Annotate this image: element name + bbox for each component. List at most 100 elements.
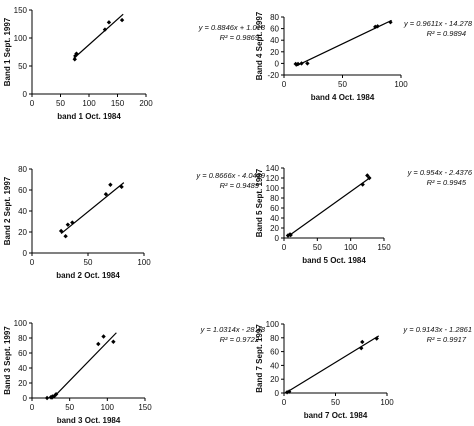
y-tick-label: 100: [14, 34, 28, 43]
scatter-panel-3: 0 50 100 0 20 40 60 80 band 2 Oct. 1984 Band 2 Se…: [3, 165, 266, 280]
data-point: [72, 57, 77, 62]
x-tick-label: 50: [338, 80, 347, 89]
x-tick-label: 50: [313, 243, 322, 252]
r-squared-value: R² = 0.9917: [427, 335, 467, 344]
data-point: [101, 334, 106, 339]
y-tick-label: 60: [270, 348, 279, 357]
data-point: [286, 389, 292, 394]
y-tick-label: 80: [270, 334, 279, 343]
regression-equation: y = 0.9611x - 14.278: [403, 19, 473, 28]
x-tick-label: 50: [56, 99, 65, 108]
r-squared-value: R² = 0.9722: [220, 335, 260, 344]
x-axis-label: band 2 Oct. 1984: [56, 271, 120, 280]
x-tick-label: 100: [137, 258, 151, 267]
trend-line: [73, 13, 124, 59]
y-tick-label: 20: [270, 375, 279, 384]
r-squared-value: R² = 0.9869: [220, 33, 260, 42]
data-point: [65, 222, 71, 227]
y-tick-label: 0: [275, 59, 280, 68]
y-tick-label: 40: [270, 361, 279, 370]
y-tick-label: 20: [270, 48, 279, 57]
y-tick-label: 80: [18, 334, 27, 343]
x-tick-label: 50: [331, 398, 340, 407]
y-tick-label: 100: [14, 319, 28, 328]
data-point: [305, 61, 310, 66]
x-tick-label: 0: [282, 398, 287, 407]
data-point: [102, 27, 108, 32]
data-point: [103, 192, 109, 197]
scatter-panel-5: 0 50 100 150 0 20 40 60 80 100 band 3 Oct. 1984 Ban…: [3, 319, 266, 425]
data-point: [375, 24, 380, 29]
x-tick-label: 0: [30, 99, 35, 108]
y-axis-label: Band 2 Sept. 1997: [3, 176, 12, 245]
regression-equation: y = 0.8846x + 1.018: [198, 23, 266, 32]
y-tick-label: 60: [18, 349, 27, 358]
x-tick-label: 100: [380, 398, 394, 407]
y-tick-label: 20: [18, 228, 27, 237]
data-point: [96, 341, 101, 347]
x-tick-label: 0: [282, 80, 287, 89]
data-point: [360, 339, 365, 345]
y-axis-label: Band 5 Sept. 1997: [255, 168, 264, 237]
data-point: [108, 182, 113, 187]
x-tick-label: 50: [84, 258, 93, 267]
x-tick-label: 100: [82, 99, 96, 108]
x-tick-label: 50: [65, 403, 74, 412]
y-axis-label: Band 7 Sept. 1997: [255, 324, 264, 393]
r-squared-value: R² = 0.9894: [427, 29, 466, 38]
x-tick-label: 150: [138, 403, 152, 412]
data-point: [388, 20, 393, 25]
y-tick-label: 120: [266, 174, 280, 183]
scatter-panel-1: 0 50 100 150 200 0 50 100 150 band 1 Oct. 1984 Ban…: [3, 6, 266, 121]
y-tick-label: 140: [266, 164, 280, 173]
y-tick-label: 20: [18, 379, 27, 388]
data-point: [106, 20, 112, 25]
x-axis-label: band 5 Oct. 1984: [302, 256, 366, 265]
y-tick-label: 60: [270, 25, 279, 34]
y-tick-label: 80: [18, 165, 27, 174]
trend-line: [287, 176, 372, 237]
y-tick-label: 40: [270, 36, 279, 45]
y-tick-label: 0: [23, 90, 28, 99]
x-tick-label: 0: [282, 243, 287, 252]
data-point: [52, 393, 57, 398]
r-squared-value: R² = 0.9945: [427, 178, 467, 187]
data-point: [119, 184, 124, 190]
data-point: [367, 175, 372, 181]
data-point: [365, 173, 370, 178]
x-tick-label: 200: [139, 99, 153, 108]
x-axis-label: band 1 Oct. 1984: [57, 112, 121, 121]
y-tick-label: 40: [18, 364, 27, 373]
x-tick-label: 100: [394, 80, 408, 89]
y-tick-label: 0: [275, 234, 280, 243]
y-tick-label: 40: [270, 214, 279, 223]
y-tick-label: 100: [266, 184, 280, 193]
y-tick-label: 0: [23, 249, 28, 258]
data-point: [295, 61, 301, 67]
y-axis-label: Band 1 Sept. 1997: [3, 17, 12, 86]
trend-line: [51, 332, 117, 400]
y-tick-label: 80: [270, 194, 279, 203]
x-axis-label: band 3 Oct. 1984: [57, 416, 121, 425]
y-tick-label: 0: [23, 394, 28, 403]
y-tick-label: 40: [18, 207, 27, 216]
data-point: [285, 233, 291, 238]
trend-line: [60, 182, 125, 235]
data-point: [44, 395, 50, 401]
y-tick-label: 60: [270, 204, 279, 213]
regression-equation: y = 1.0314x - 28.48: [200, 325, 266, 334]
data-point: [293, 61, 298, 67]
data-point: [50, 394, 55, 399]
data-point: [119, 17, 125, 23]
x-axis-label: band 4 Oct. 1984: [311, 93, 375, 102]
data-point: [374, 336, 379, 341]
x-axis-label: band 7 Oct. 1984: [304, 411, 368, 420]
data-point: [63, 234, 68, 239]
data-point: [58, 228, 64, 234]
x-tick-label: 0: [30, 258, 35, 267]
y-tick-label: 50: [18, 62, 27, 71]
data-point: [299, 61, 304, 66]
data-point: [70, 220, 75, 225]
y-tick-label: 150: [14, 6, 28, 15]
